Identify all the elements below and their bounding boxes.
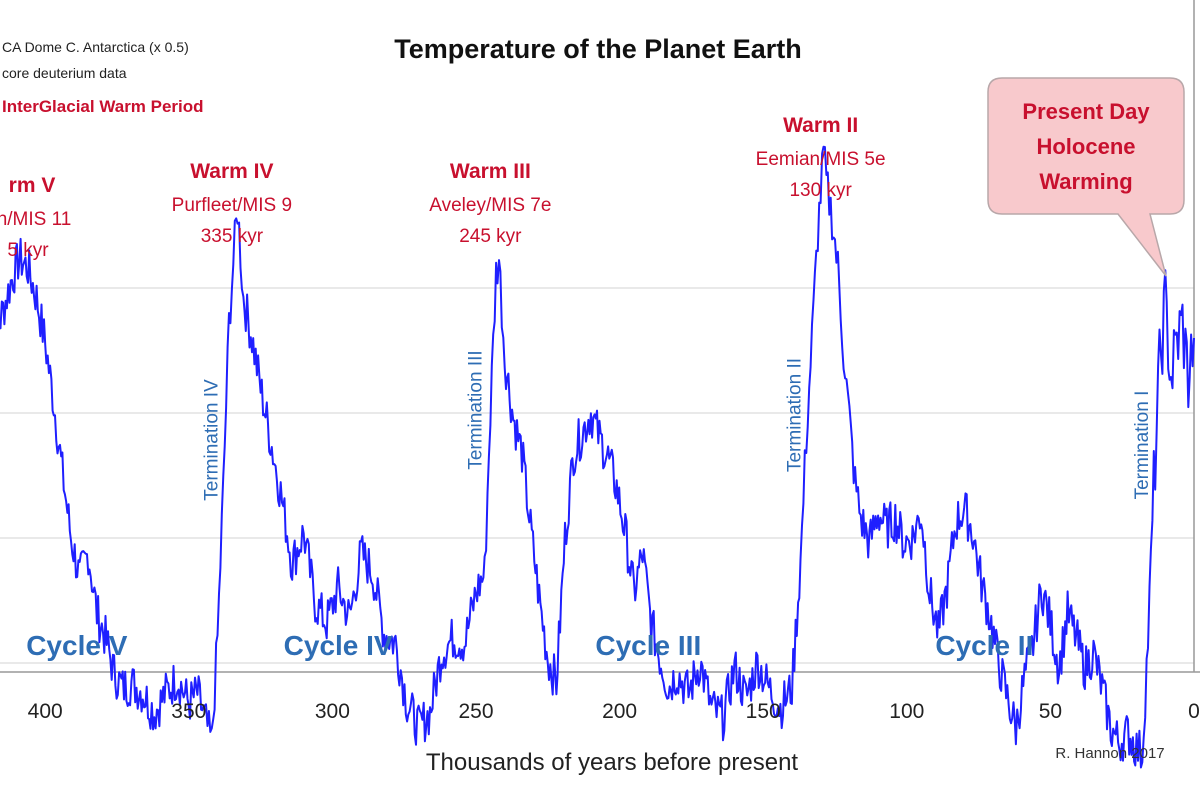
callout-line-1: Present Day <box>1022 99 1150 124</box>
x-tick-250: 250 <box>458 700 493 723</box>
x-axis-label: Thousands of years before present <box>426 749 799 776</box>
x-tick-350: 350 <box>171 700 206 723</box>
termination-label-1: Termination III <box>465 350 486 469</box>
termination-label-3: Termination I <box>1132 391 1153 500</box>
cycle-label-0: Cycle V <box>26 630 127 661</box>
x-tick-100: 100 <box>889 700 924 723</box>
gridlines <box>0 287 1194 664</box>
cycle-label-2: Cycle III <box>595 630 701 661</box>
warm-iv-title: Warm IV <box>190 160 273 183</box>
warm-iii-title: Warm III <box>450 160 531 183</box>
source-line-1: CA Dome C. Antarctica (x 0.5) <box>2 39 189 55</box>
x-tick-300: 300 <box>315 700 350 723</box>
x-tick-50: 50 <box>1039 700 1062 723</box>
chart-title: Temperature of the Planet Earth <box>394 34 802 64</box>
callout-line-2: Holocene <box>1036 134 1135 159</box>
source-line-2: core deuterium data <box>2 65 127 81</box>
warm-iv-sub-1: 335 kyr <box>201 226 264 247</box>
warm-ii-title: Warm II <box>783 114 858 137</box>
warm-period-labels: rm V n/MIS 11 5 kyr Warm IV Purfleet/MIS 9 33… <box>0 114 886 261</box>
cycle-labels: Cycle V Cycle IV Cycle III Cycle II <box>26 630 1033 661</box>
cycle-label-1: Cycle IV <box>284 630 393 661</box>
warm-ii-sub-1: 130 kyr <box>789 180 852 201</box>
warm-v-sub-1: 5 kyr <box>7 240 49 261</box>
present-day-callout: Present Day Holocene Warming <box>987 77 1185 277</box>
x-tick-labels: 400 350 300 250 200 150 100 50 0 <box>28 700 1200 723</box>
x-tick-0: 0 <box>1188 700 1200 723</box>
warm-v-sub-0: n/MIS 11 <box>0 209 71 230</box>
x-tick-200: 200 <box>602 700 637 723</box>
warm-ii-sub-0: Eemian/MIS 5e <box>756 149 886 170</box>
legend-label: InterGlacial Warm Period <box>2 97 204 116</box>
termination-labels: Termination IV Termination III Termination… <box>201 350 1153 500</box>
x-tick-150: 150 <box>746 700 781 723</box>
cycle-label-3: Cycle II <box>935 630 1033 661</box>
warm-v-title: rm V <box>9 174 56 197</box>
warm-iv-sub-0: Purfleet/MIS 9 <box>172 195 292 216</box>
x-tick-400: 400 <box>28 700 63 723</box>
warm-iii-sub-0: Aveley/MIS 7e <box>429 195 551 216</box>
termination-label-0: Termination IV <box>201 379 222 501</box>
credit-label: R. Hannon 2017 <box>1055 745 1164 762</box>
callout-line-3: Warming <box>1039 169 1132 194</box>
warm-iii-sub-1: 245 kyr <box>459 226 522 247</box>
temperature-series-line <box>0 145 1195 769</box>
termination-label-2: Termination II <box>784 358 805 472</box>
callout-bubble <box>987 77 1185 277</box>
